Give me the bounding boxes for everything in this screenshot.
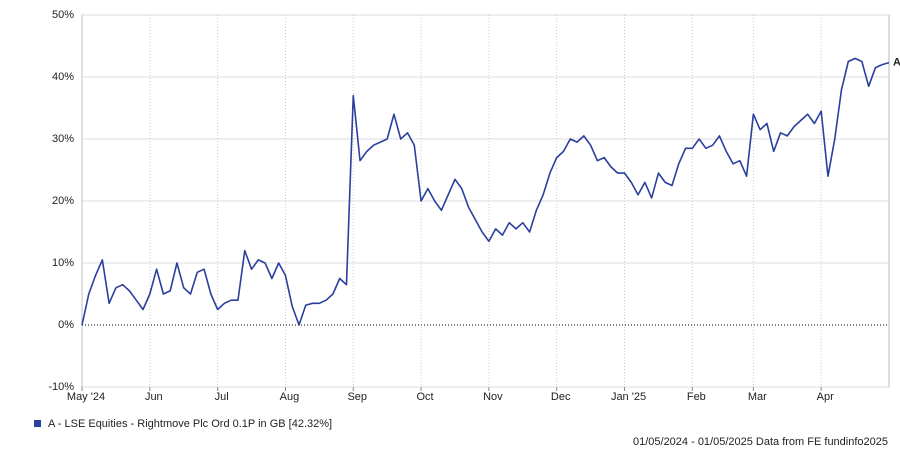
y-tick-label: 30% (52, 133, 74, 145)
x-tick-label: Jan '25 (611, 391, 646, 403)
x-tick-label: Jul (215, 391, 229, 403)
y-tick-label: 20% (52, 195, 74, 207)
legend-swatch (34, 420, 41, 427)
end-label: A (893, 57, 900, 69)
footer: 01/05/2024 - 01/05/2025 Data from FE fun… (633, 436, 888, 448)
x-tick-label: Feb (687, 391, 706, 403)
x-tick-label: Mar (748, 391, 767, 403)
series-line (81, 57, 890, 326)
y-tick-label: 50% (52, 9, 74, 21)
x-tick-label: Apr (817, 391, 834, 403)
x-tick-label: Oct (417, 391, 434, 403)
x-tick-label: Dec (551, 391, 571, 403)
x-tick-label: May '24 (67, 391, 105, 403)
x-tick-label: Aug (280, 391, 300, 403)
y-tick-label: 40% (52, 71, 74, 83)
legend-label: A - LSE Equities - Rightmove Plc Ord 0.1… (48, 418, 332, 430)
y-tick-label: -10% (48, 381, 74, 393)
x-tick-label: Nov (483, 391, 503, 403)
x-tick-label: Sep (347, 391, 367, 403)
y-tick-label: 10% (52, 257, 74, 269)
y-tick-label: 0% (58, 319, 74, 331)
x-tick-label: Jun (145, 391, 163, 403)
